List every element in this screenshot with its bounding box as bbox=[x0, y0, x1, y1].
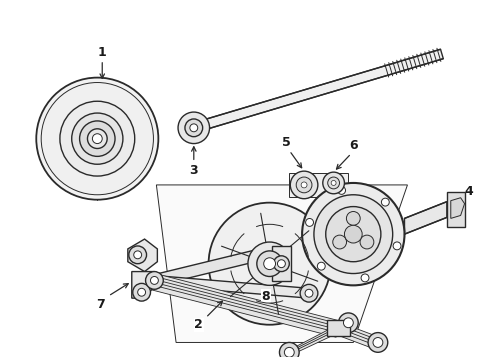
Circle shape bbox=[393, 242, 401, 250]
Circle shape bbox=[306, 219, 314, 226]
Polygon shape bbox=[286, 330, 338, 357]
Circle shape bbox=[72, 113, 123, 164]
Polygon shape bbox=[155, 274, 340, 326]
Text: 6: 6 bbox=[349, 139, 358, 152]
Circle shape bbox=[300, 284, 318, 302]
Text: 3: 3 bbox=[190, 164, 198, 177]
Circle shape bbox=[138, 288, 146, 296]
Circle shape bbox=[248, 242, 291, 285]
Polygon shape bbox=[271, 246, 291, 282]
Circle shape bbox=[79, 121, 115, 156]
Polygon shape bbox=[289, 173, 348, 197]
Polygon shape bbox=[153, 279, 339, 332]
Circle shape bbox=[257, 251, 282, 276]
Polygon shape bbox=[154, 275, 309, 298]
Circle shape bbox=[346, 212, 360, 225]
Circle shape bbox=[326, 207, 381, 262]
Circle shape bbox=[373, 338, 383, 347]
Circle shape bbox=[305, 289, 313, 297]
Circle shape bbox=[93, 134, 102, 144]
Polygon shape bbox=[288, 327, 339, 355]
Polygon shape bbox=[190, 49, 443, 134]
Circle shape bbox=[296, 177, 312, 193]
Polygon shape bbox=[274, 219, 309, 275]
Circle shape bbox=[279, 342, 299, 360]
Circle shape bbox=[333, 235, 346, 249]
Circle shape bbox=[36, 78, 158, 200]
Circle shape bbox=[323, 172, 344, 194]
Polygon shape bbox=[289, 324, 340, 352]
Text: 1: 1 bbox=[98, 46, 107, 59]
Circle shape bbox=[339, 313, 358, 333]
Polygon shape bbox=[327, 320, 350, 336]
Circle shape bbox=[209, 203, 331, 325]
Circle shape bbox=[185, 119, 203, 137]
Circle shape bbox=[264, 258, 275, 270]
Circle shape bbox=[343, 318, 353, 328]
Circle shape bbox=[88, 129, 107, 148]
Circle shape bbox=[60, 101, 135, 176]
Circle shape bbox=[284, 347, 294, 357]
Circle shape bbox=[360, 235, 374, 249]
Circle shape bbox=[314, 195, 392, 274]
Polygon shape bbox=[128, 239, 157, 271]
Polygon shape bbox=[154, 246, 271, 286]
Polygon shape bbox=[338, 325, 379, 344]
Polygon shape bbox=[447, 192, 465, 227]
Polygon shape bbox=[153, 282, 338, 334]
Circle shape bbox=[290, 171, 318, 199]
Polygon shape bbox=[156, 185, 408, 342]
Circle shape bbox=[301, 182, 307, 188]
Circle shape bbox=[368, 333, 388, 352]
Circle shape bbox=[273, 256, 289, 271]
Circle shape bbox=[41, 82, 153, 195]
Polygon shape bbox=[339, 323, 379, 341]
Polygon shape bbox=[154, 276, 340, 329]
Circle shape bbox=[134, 251, 142, 259]
Polygon shape bbox=[338, 328, 378, 347]
Circle shape bbox=[338, 186, 345, 194]
Circle shape bbox=[344, 225, 362, 243]
Polygon shape bbox=[337, 331, 377, 350]
Circle shape bbox=[190, 124, 198, 132]
Circle shape bbox=[318, 262, 325, 270]
Polygon shape bbox=[451, 198, 465, 219]
Circle shape bbox=[277, 260, 285, 267]
Text: 5: 5 bbox=[282, 136, 291, 149]
Polygon shape bbox=[152, 285, 337, 337]
Circle shape bbox=[381, 198, 389, 206]
Circle shape bbox=[133, 283, 150, 301]
Circle shape bbox=[331, 180, 336, 185]
Circle shape bbox=[146, 271, 163, 289]
Circle shape bbox=[129, 246, 147, 264]
Circle shape bbox=[150, 276, 158, 284]
Circle shape bbox=[178, 112, 210, 144]
Polygon shape bbox=[132, 271, 154, 298]
Circle shape bbox=[361, 274, 369, 282]
Text: 7: 7 bbox=[96, 298, 105, 311]
Text: 2: 2 bbox=[195, 318, 203, 331]
Circle shape bbox=[302, 183, 405, 285]
Polygon shape bbox=[405, 202, 447, 234]
Text: 4: 4 bbox=[464, 185, 473, 198]
Text: 8: 8 bbox=[261, 290, 270, 303]
Circle shape bbox=[328, 177, 340, 189]
